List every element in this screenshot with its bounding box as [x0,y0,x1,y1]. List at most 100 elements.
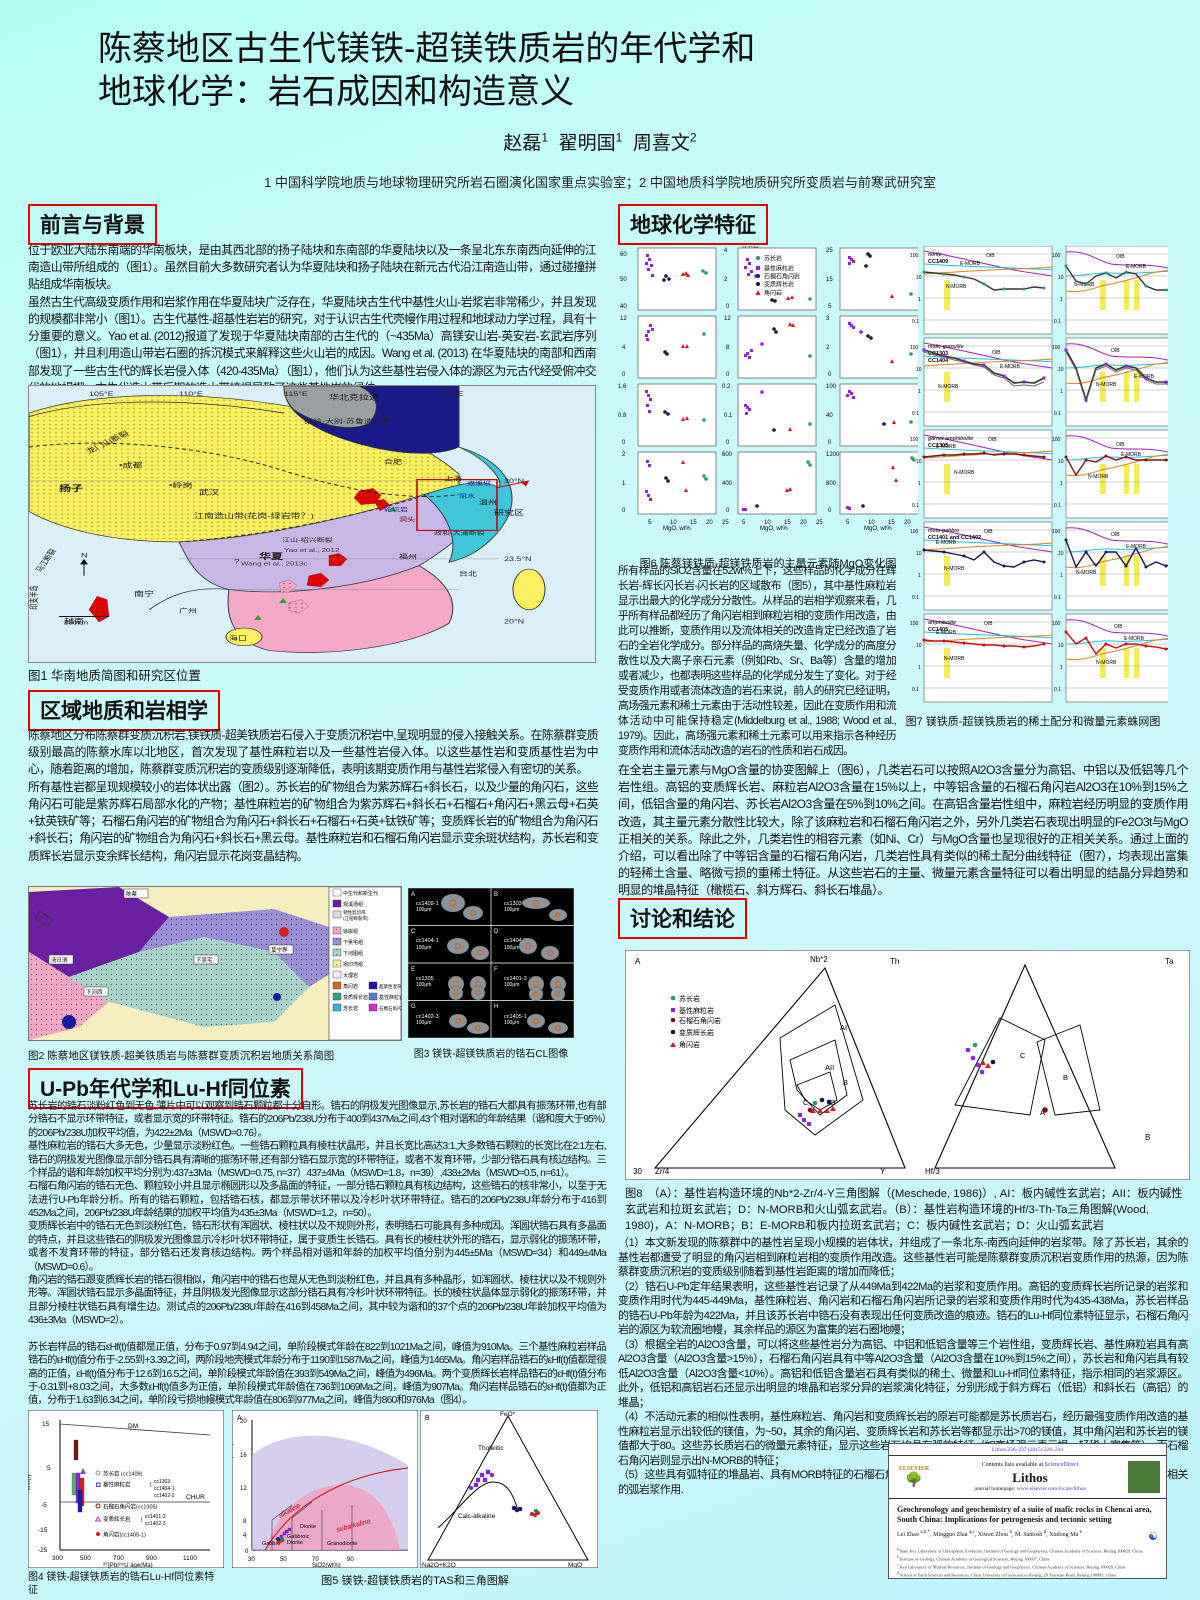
svg-text:2: 2 [724,277,728,283]
svg-text:苏长岩: 苏长岩 [343,1005,358,1012]
svg-text:变质辉长岩: 变质辉长岩 [679,1028,714,1037]
svg-text:•成都: •成都 [119,460,143,469]
svg-text:南宁: 南宁 [134,589,154,598]
svg-text:变质辉长岩: 变质辉长岩 [103,1515,131,1523]
svg-text:0: 0 [726,508,730,514]
svg-text:B: B [843,1078,848,1087]
svg-text:E-MORB: E-MORB [936,630,957,636]
svg-text:基性麻粒岩: 基性麻粒岩 [679,1006,714,1015]
svg-text:15: 15 [690,520,697,526]
svg-text:cc1404-1: cc1404-1 [154,1486,175,1492]
svg-text:轮坑岩: 轮坑岩 [384,506,408,513]
svg-text:700: 700 [113,1555,124,1562]
svg-text:E-MORB: E-MORB [936,540,957,546]
svg-text:40: 40 [620,304,627,310]
svg-text:15: 15 [42,1421,50,1428]
svg-text:0: 0 [622,440,626,446]
svg-text:H: H [494,1004,498,1010]
svg-text:CC1409: CC1409 [928,259,948,265]
svg-text:meta-gabbro: meta-gabbro [928,528,959,534]
svg-text:50: 50 [280,1557,287,1563]
svg-text:5: 5 [828,304,832,310]
svg-text:100μm: 100μm [504,1020,519,1026]
svg-text:基性麻粒岩: 基性麻粒岩 [379,994,402,1001]
svg-text:(江绍断裂带): (江绍断裂带) [343,915,369,922]
svg-text:武汉: 武汉 [199,487,220,496]
svg-text:Diorite: Diorite [287,1540,303,1546]
svg-text:苏长岩: 苏长岩 [679,994,700,1003]
svg-text:丽水: 丽水 [459,492,475,499]
svg-text:变质辉长岩: 变质辉长岩 [343,994,368,1001]
svg-text:2: 2 [622,452,626,458]
svg-text:扬子: 扬子 [59,483,83,493]
svg-text:30°N: 30°N [504,477,524,484]
svg-text:amphibolite: amphibolite [928,620,956,626]
svg-text:Th: Th [890,957,899,966]
svg-text:600: 600 [722,452,733,458]
svg-text:OIB: OIB [986,253,995,259]
svg-text:徐岸组: 徐岸组 [343,928,358,935]
svg-text:秦岭-大别-苏鲁造山带: 秦岭-大别-苏鲁造山带 [304,417,391,425]
svg-text:广州: 广州 [179,607,197,615]
svg-text:OIB: OIB [988,437,997,443]
svg-text:Na2O+K2O: Na2O+K2O [422,1562,456,1568]
svg-text:12: 12 [724,316,731,322]
svg-text:D: D [494,929,499,935]
svg-text:江南造山带(花岗-绿岩带？): 江南造山带(花岗-绿岩带？) [194,511,314,520]
svg-text:N-MORB: N-MORB [944,656,965,662]
svg-text:1200: 1200 [826,452,840,458]
svg-text:50: 50 [620,277,627,283]
svg-text:C: C [411,929,416,935]
svg-text:30: 30 [633,1167,642,1176]
svg-text:MgO: MgO [568,1562,582,1568]
svg-text:陈蔡: 陈蔡 [126,890,138,898]
svg-text:N-MORB: N-MORB [1096,382,1117,388]
svg-text:100: 100 [826,384,837,390]
svg-text:下河西: 下河西 [86,988,103,996]
svg-text:400: 400 [722,481,733,487]
svg-text:FeO*: FeO* [500,1411,516,1418]
svg-text:Granodiorite: Granodiorite [327,1541,357,1547]
svg-text:OIB: OIB [984,529,993,535]
svg-text:90: 90 [347,1557,354,1563]
svg-text:N-MORB: N-MORB [954,470,975,476]
svg-text:研究区: 研究区 [494,508,525,517]
svg-text:OIB: OIB [992,350,1001,356]
svg-text:N-MORB: N-MORB [1088,474,1109,480]
svg-text:Tholeiitic: Tholeiitic [478,1445,504,1452]
svg-text:OIB: OIB [1116,254,1125,260]
svg-text:C: C [803,1098,809,1107]
svg-text:E-MORB: E-MORB [1124,636,1145,642]
svg-text:25: 25 [722,520,729,526]
svg-text:0: 0 [726,304,730,310]
svg-text:-5: -5 [41,1502,47,1509]
svg-text:0: 0 [622,508,626,514]
svg-text:苏长岩 (cc1409): 苏长岩 (cc1409) [103,1470,143,1478]
svg-text:115°E: 115°E [284,391,308,398]
svg-text:韧性剪切带: 韧性剪切带 [343,909,366,916]
svg-text:海口: 海口 [229,634,247,642]
svg-text:εHf(t): εHf(t) [28,1474,32,1490]
svg-text:OIB: OIB [984,621,993,627]
svg-text:100μm: 100μm [416,907,431,913]
svg-text:Calc-alkaline: Calc-alkaline [458,1513,496,1520]
svg-text:norite: norite [928,252,942,258]
svg-text:印支半岛: 印支半岛 [29,585,39,610]
svg-text:角闪岩(cc1405-1): 角闪岩(cc1405-1) [103,1531,146,1539]
svg-text:E-MORB: E-MORB [936,444,957,450]
svg-text:5: 5 [648,520,652,526]
svg-text:200km: 200km [64,621,88,627]
svg-text:cc1402-2: cc1402-2 [154,1493,175,1499]
svg-text:20: 20 [706,520,713,526]
svg-text:台北: 台北 [459,570,477,578]
svg-text:苏长岩: 苏长岩 [742,246,759,249]
svg-text:B: B [1063,1073,1068,1082]
svg-text:100μm: 100μm [416,982,431,988]
svg-text:0.1: 0.1 [724,413,733,419]
svg-text:观溪场组: 观溪场组 [343,901,363,908]
svg-text:角闪岩: 角闪岩 [343,983,358,990]
svg-text:MgO, wt%: MgO, wt% [864,526,892,532]
svg-text:中生代和新生代: 中生代和新生代 [343,890,378,897]
svg-text:cc1404-1: cc1404-1 [416,938,439,944]
svg-text:福州: 福州 [399,553,417,560]
